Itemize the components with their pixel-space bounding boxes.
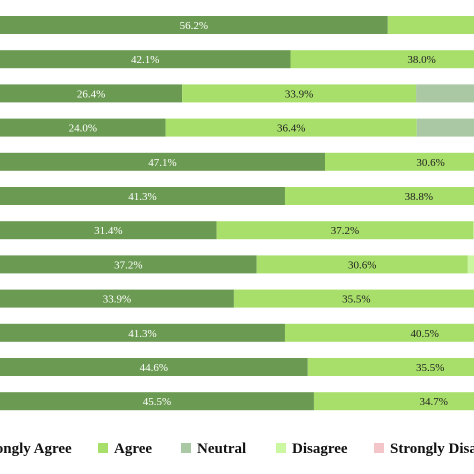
legend-label-1: Strongly Agree [0, 441, 72, 457]
label-agree-6: 38.8% [405, 191, 433, 203]
bar-agree-3 [182, 84, 417, 103]
legend-label-4: Disagree [292, 441, 348, 457]
bar-agree-12 [313, 392, 474, 411]
bar-agree-4 [165, 118, 417, 137]
bar-agree-6 [284, 187, 474, 205]
label-agree-4: 36.4% [277, 123, 305, 135]
legend-swatch-5 [374, 443, 384, 453]
bar-agree-2 [290, 50, 474, 69]
bar-agree-7 [216, 221, 474, 240]
legend: Strongly Agree Agree Neutral Disagree Strong… [0, 441, 474, 457]
bar-strongly-agree-11 [0, 358, 308, 376]
label-strongly-agree-6: 41.3% [128, 191, 156, 203]
legend-swatch-3 [181, 443, 191, 453]
label-strongly-agree-12: 45.5% [143, 396, 171, 408]
bar-agree-5 [324, 152, 474, 171]
legend-label-3: Neutral [197, 441, 246, 457]
bar-strongly-agree-4 [0, 118, 166, 137]
label-agree-3: 33.9% [285, 88, 313, 100]
label-strongly-agree-10: 41.3% [128, 328, 156, 340]
bar-strongly-agree-5 [0, 152, 325, 171]
bar-agree-10 [284, 323, 474, 342]
legend-label-5: Strongly Disagree [390, 441, 474, 457]
label-strongly-agree-2: 42.1% [131, 54, 159, 66]
bar-agree-1 [387, 16, 474, 34]
bar-strongly-agree-2 [0, 50, 291, 69]
label-strongly-agree-3: 26.4% [77, 88, 105, 100]
bar-rest-4 [416, 118, 474, 137]
label-strongly-agree-8: 37.2% [114, 259, 142, 271]
bar-rest-3 [416, 84, 474, 103]
label-agree-10: 40.5% [410, 328, 438, 340]
label-strongly-agree-5: 47.1% [148, 157, 176, 169]
label-agree-8: 30.6% [348, 259, 376, 271]
label-agree-7: 37.2% [331, 225, 359, 237]
bar-strongly-agree-6 [0, 187, 285, 205]
bar-agree-9 [233, 289, 474, 308]
bar-agree-8 [256, 255, 468, 274]
legend-swatch-4 [276, 443, 286, 453]
bar-strongly-agree-7 [0, 221, 217, 240]
bar-strongly-agree-1 [0, 16, 388, 34]
label-agree-5: 30.6% [416, 157, 444, 169]
bar-strongly-agree-9 [0, 289, 234, 308]
label-agree-12: 34.7% [419, 396, 447, 408]
bar-strongly-agree-12 [0, 392, 314, 411]
label-strongly-agree-1: 56.2% [180, 20, 208, 32]
bar-strongly-agree-10 [0, 323, 285, 342]
label-strongly-agree-9: 33.9% [103, 294, 131, 306]
bar-strongly-agree-3 [0, 84, 183, 103]
label-strongly-agree-7: 31.4% [94, 225, 122, 237]
bar-rest-8 [467, 255, 474, 274]
bar-strongly-agree-8 [0, 255, 257, 274]
legend-label-2: Agree [114, 441, 152, 457]
bars-group: 56.2% 42.1% 38.0% 26.4% 33.9% 24.0% 36.4% 47.1%… [0, 16, 474, 411]
label-agree-11: 35.5% [416, 362, 444, 374]
label-agree-2: 38.0% [407, 54, 435, 66]
label-agree-9: 35.5% [342, 294, 370, 306]
bar-agree-11 [307, 358, 474, 376]
label-strongly-agree-4: 24.0% [69, 123, 97, 135]
legend-swatch-2 [98, 443, 108, 453]
label-strongly-agree-11: 44.6% [140, 362, 168, 374]
